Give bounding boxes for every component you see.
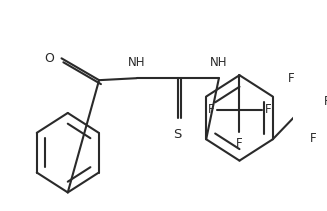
- Text: F: F: [310, 132, 317, 145]
- Text: S: S: [174, 128, 182, 141]
- Text: F: F: [324, 95, 327, 108]
- Text: NH: NH: [210, 56, 228, 69]
- Text: F: F: [265, 103, 271, 116]
- Text: F: F: [288, 72, 295, 85]
- Text: O: O: [44, 52, 54, 65]
- Text: F: F: [236, 137, 243, 150]
- Text: F: F: [208, 103, 215, 116]
- Text: NH: NH: [128, 56, 146, 69]
